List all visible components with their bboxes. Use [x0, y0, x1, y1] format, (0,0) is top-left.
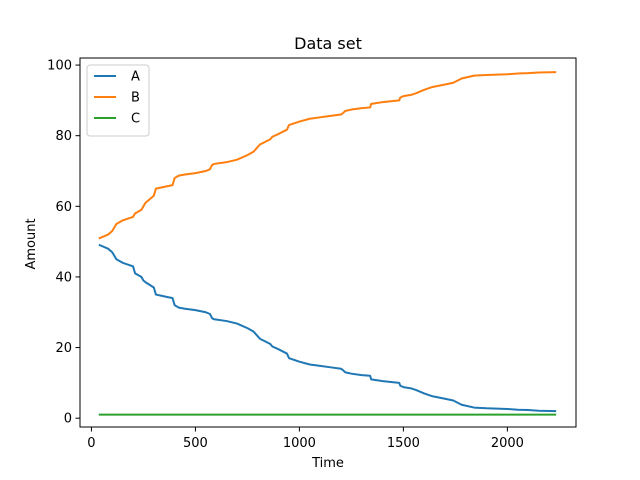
y-tick-label: 60: [55, 200, 72, 215]
plot-area: 0 500 1000 1500 2000 0 20 40 60 80 100: [47, 57, 577, 451]
y-tick-label: 20: [55, 341, 72, 356]
x-axis-label: Time: [311, 456, 344, 471]
plot-frame: [79, 57, 577, 428]
legend-label-a: A: [131, 70, 140, 85]
y-axis-label: Amount: [24, 218, 39, 269]
x-tick-label: 1000: [283, 436, 316, 451]
chart-title: Data set: [294, 34, 362, 53]
y-tick-label: 0: [64, 412, 72, 427]
y-tick-label: 100: [47, 59, 72, 74]
legend-label-b: B: [131, 91, 140, 106]
series-line-a: [98, 243, 557, 413]
y-tick-label: 80: [55, 129, 72, 144]
legend-label-c: C: [131, 112, 140, 127]
x-tick-label: 0: [87, 436, 95, 451]
series-line-b: [98, 71, 557, 240]
legend: ABC: [86, 64, 150, 137]
x-tick-label: 500: [183, 436, 208, 451]
y-tick-label: 40: [55, 270, 72, 285]
x-tick-label: 2000: [491, 436, 524, 451]
x-tick-label: 1500: [387, 436, 420, 451]
